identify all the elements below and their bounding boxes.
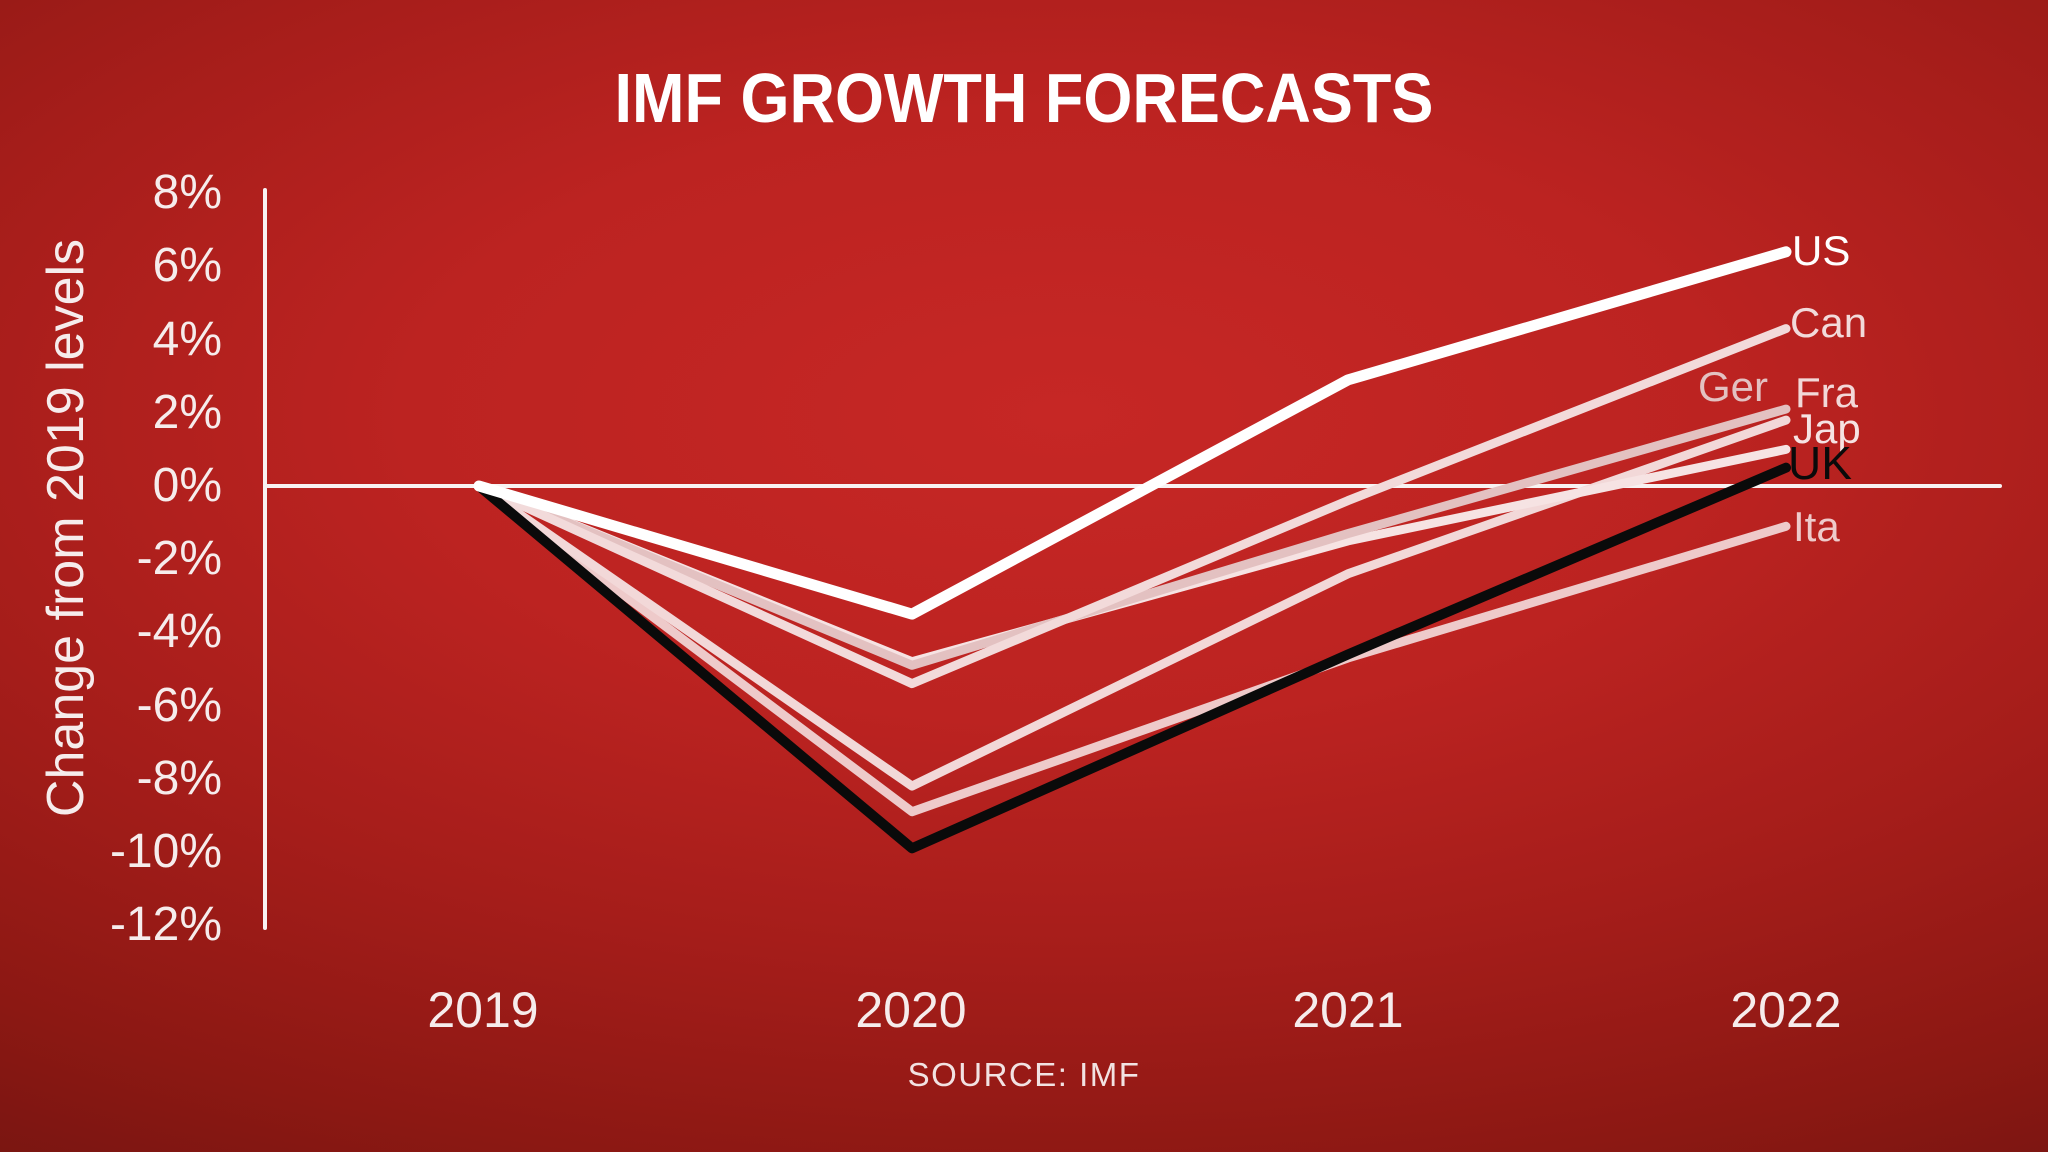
series-label-uk: UK [1788,437,1852,489]
series-line-ger [474,404,1791,670]
y-tick-label: 0% [152,459,222,512]
series-label-jap: Jap [1793,405,1861,452]
series-label-us: US [1792,227,1851,274]
series-label-ita: Ita [1793,503,1840,550]
series-label-fra: Fra [1795,369,1858,416]
y-tick-label: -6% [136,678,222,732]
x-tick-label: 2019 [427,982,539,1038]
series-line-uk [474,462,1791,854]
series-line-us [473,246,1792,620]
y-tick-label: -2% [136,532,222,586]
y-tick-label: 6% [152,239,222,293]
x-tick-label: 2022 [1730,982,1842,1038]
series-line-ita [474,481,1791,817]
y-tick-label: 8% [152,166,222,220]
series-label-ger: Ger [1698,363,1769,410]
y-tick-label: -8% [136,751,222,805]
series-line-can [474,324,1791,689]
y-tick-label: 2% [152,385,222,439]
x-tick-label: 2020 [855,982,967,1038]
series-label-can: Can [1790,299,1868,346]
series-lines-group [473,246,1792,854]
y-tick-label: -4% [136,605,222,659]
y-tick-label: -10% [109,825,222,878]
y-tick-label: -12% [109,898,222,952]
x-tick-label: 2021 [1292,982,1404,1038]
y-tick-label: 4% [152,312,222,366]
chart-title: IMF GROWTH FORECASTS [614,59,1434,137]
source-credit: SOURCE: IMF [907,1056,1141,1093]
